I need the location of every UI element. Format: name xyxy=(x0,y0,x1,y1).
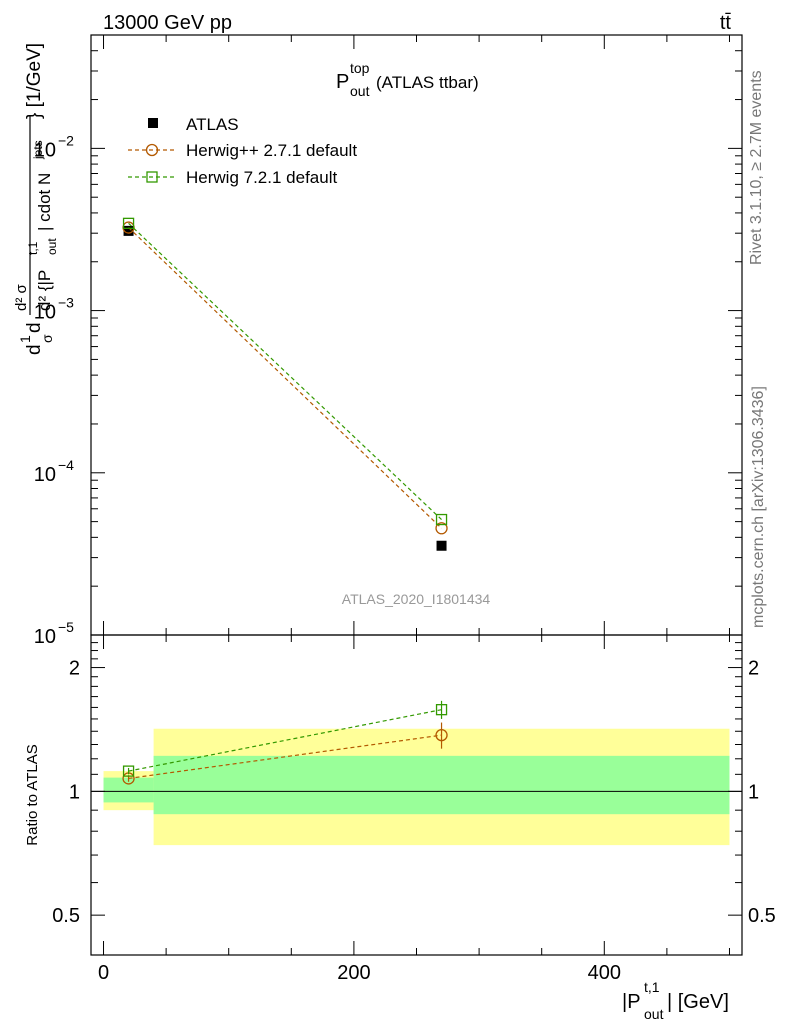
ylabel-d1: d xyxy=(24,344,45,355)
ylabel-jets: jets xyxy=(31,140,45,160)
mcplots-credit-text: mcplots.cern.ch [arXiv:1306.3436] xyxy=(750,386,767,628)
main-y-tick-label-exp-0: −5 xyxy=(58,619,74,635)
title-suffix: (ATLAS ttbar) xyxy=(376,73,479,92)
title-superscript: top xyxy=(350,60,370,76)
ratio-herwig7-point xyxy=(435,704,448,716)
main-atlas-point xyxy=(436,540,447,551)
main-y-tick-label-exp-2: −3 xyxy=(58,295,74,311)
ratio-y-tick-label-left-2: 2 xyxy=(69,658,80,680)
ratio-herwig7-point xyxy=(122,765,135,777)
ylabel-t1: t,1 xyxy=(26,241,40,255)
stat-uncertainty-band-1 xyxy=(153,755,730,815)
x-axis-ticks: 0 200 400 xyxy=(98,35,730,984)
ylabel-cdot: | cdot N xyxy=(35,173,54,231)
x-tick-label-0: 0 xyxy=(98,962,109,984)
main-series-layer xyxy=(122,217,448,551)
ratio-y-tick-label-left-0: 0.5 xyxy=(52,905,80,927)
xlabel-sup: t,1 xyxy=(644,979,660,995)
ratio-y-tick-label-left-1: 1 xyxy=(69,781,80,803)
ylabel-out: out xyxy=(45,238,59,255)
ylabel-d2sigma: d² σ xyxy=(13,283,30,311)
beam-label: 13000 GeV pp xyxy=(103,12,232,34)
main-series-line-2 xyxy=(128,222,442,520)
main-series-line-1 xyxy=(128,227,442,529)
xlabel-p: |P xyxy=(622,991,641,1013)
main-y-tick-label-exp-3: −2 xyxy=(58,132,74,148)
rivet-version-text: Rivet 3.1.10, ≥ 2.7M events xyxy=(748,70,765,265)
ratio-y-ticks: 0.5 0.5 1 1 2 2 xyxy=(52,642,776,927)
ylabel-unit: } [1/GeV] xyxy=(24,43,45,119)
ratio-y-tick-label-right-1: 1 xyxy=(748,781,759,803)
plot-title: P top out (ATLAS ttbar) xyxy=(336,60,479,99)
ylabel-1: 1 xyxy=(17,335,33,343)
legend-herwigpp-marker xyxy=(145,143,159,157)
ratio-y-axis-label: Ratio to ATLAS xyxy=(24,744,41,845)
main-y-tick-label-base-1: 10 xyxy=(34,464,56,486)
main-atlas-point xyxy=(123,225,134,236)
title-subscript: out xyxy=(350,83,370,99)
main-y-ticks: 10−510−410−310−2 xyxy=(34,34,742,648)
ratio-herwigpp-point xyxy=(435,728,448,742)
main-y-tick-label-base-3: 10 xyxy=(34,139,56,161)
xlabel-sub: out xyxy=(644,1006,664,1022)
x-tick-label-1: 200 xyxy=(337,962,370,984)
ratio-series-layer xyxy=(122,700,448,785)
legend: ATLAS Herwig++ 2.7.1 default Herwig 7.2.… xyxy=(128,115,357,187)
ylabel-sigma: σ xyxy=(39,334,55,343)
x-axis-label: |P t,1 out | [GeV] xyxy=(622,979,729,1022)
process-label: tt̄ xyxy=(720,12,732,34)
ratio-y-tick-label-right-0: 0.5 xyxy=(748,905,776,927)
ylabel-d2: d xyxy=(24,322,45,333)
legend-herwig7-marker xyxy=(146,171,158,183)
analysis-watermark: ATLAS_2020_I1801434 xyxy=(342,591,491,607)
main-herwig7-point xyxy=(435,513,448,526)
main-herwig7-point xyxy=(122,217,135,229)
x-tick-label-2: 400 xyxy=(588,962,621,984)
xlabel-unit: | [GeV] xyxy=(667,991,729,1013)
legend-herwigpp-label: Herwig++ 2.7.1 default xyxy=(186,141,357,160)
main-herwigpp-point xyxy=(435,522,448,535)
legend-atlas-label: ATLAS xyxy=(186,115,239,134)
main-y-tick-label-exp-1: −4 xyxy=(58,457,74,473)
ylabel-denominator: d² {|P xyxy=(35,270,54,311)
ratio-uncertainty-bands xyxy=(103,728,730,846)
title-symbol: P xyxy=(336,71,349,93)
main-y-axis-label: d 1 d σ d² σ d² {|P t,1 out | cdot N jet… xyxy=(13,43,59,355)
legend-herwig7-label: Herwig 7.2.1 default xyxy=(186,168,337,187)
legend-atlas-marker xyxy=(148,118,158,128)
ratio-y-tick-label-right-2: 2 xyxy=(748,658,759,680)
main-y-tick-label-base-2: 10 xyxy=(34,302,56,324)
main-y-tick-label-base-0: 10 xyxy=(34,626,56,648)
ratio-series-line-0 xyxy=(128,734,442,780)
